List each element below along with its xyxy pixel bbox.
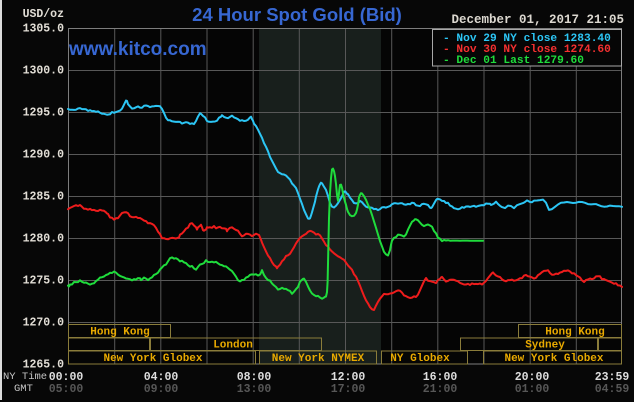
svg-text:1285.0: 1285.0 <box>23 191 65 204</box>
svg-text:09:00: 09:00 <box>144 383 179 396</box>
svg-text:04:59: 04:59 <box>595 383 630 396</box>
svg-text:1295.0: 1295.0 <box>23 107 65 120</box>
svg-text:17:00: 17:00 <box>331 383 366 396</box>
svg-text:16:00: 16:00 <box>423 371 458 384</box>
svg-text:1290.0: 1290.0 <box>23 149 65 162</box>
svg-text:New York NYMEX: New York NYMEX <box>272 353 365 365</box>
svg-text:Sydney: Sydney <box>525 340 565 352</box>
svg-text:New York Globex: New York Globex <box>504 353 603 365</box>
svg-text:USD/oz: USD/oz <box>23 8 65 21</box>
svg-text:GMT: GMT <box>14 383 33 395</box>
svg-text:New York Globex: New York Globex <box>103 353 202 365</box>
svg-text:21:00: 21:00 <box>423 383 458 396</box>
svg-text:1305.0: 1305.0 <box>23 23 65 36</box>
svg-text:24 Hour Spot Gold (Bid): 24 Hour Spot Gold (Bid) <box>192 4 402 25</box>
svg-text:20:00: 20:00 <box>515 371 550 384</box>
svg-text:13:00: 13:00 <box>237 383 272 396</box>
svg-text:NY Time: NY Time <box>3 371 47 383</box>
svg-text:1265.0: 1265.0 <box>23 359 65 372</box>
svg-text:Hong Kong: Hong Kong <box>545 327 604 339</box>
svg-text:- Nov 30 NY close 1274.60: - Nov 30 NY close 1274.60 <box>443 44 611 56</box>
svg-text:05:00: 05:00 <box>49 383 84 396</box>
svg-text:00:00: 00:00 <box>49 371 84 384</box>
svg-text:- Nov 29 NY close 1283.40: - Nov 29 NY close 1283.40 <box>443 33 611 45</box>
svg-text:- Dec 01 Last 1279.60: - Dec 01 Last 1279.60 <box>443 55 584 67</box>
svg-text:23:59: 23:59 <box>595 371 630 384</box>
svg-text:01:00: 01:00 <box>515 383 550 396</box>
svg-text:1270.0: 1270.0 <box>23 317 65 330</box>
svg-text:1300.0: 1300.0 <box>23 65 65 78</box>
svg-text:London: London <box>213 340 253 352</box>
svg-text:Hong Kong: Hong Kong <box>90 327 149 339</box>
svg-text:December 01, 2017 21:05: December 01, 2017 21:05 <box>451 13 624 27</box>
svg-text:NY Globex: NY Globex <box>390 353 450 365</box>
svg-text:www.kitco.com: www.kitco.com <box>68 39 207 60</box>
svg-text:08:00: 08:00 <box>237 371 272 384</box>
svg-text:1275.0: 1275.0 <box>23 275 65 288</box>
svg-text:04:00: 04:00 <box>144 371 179 384</box>
svg-text:1280.0: 1280.0 <box>23 233 65 246</box>
svg-text:12:00: 12:00 <box>331 371 366 384</box>
